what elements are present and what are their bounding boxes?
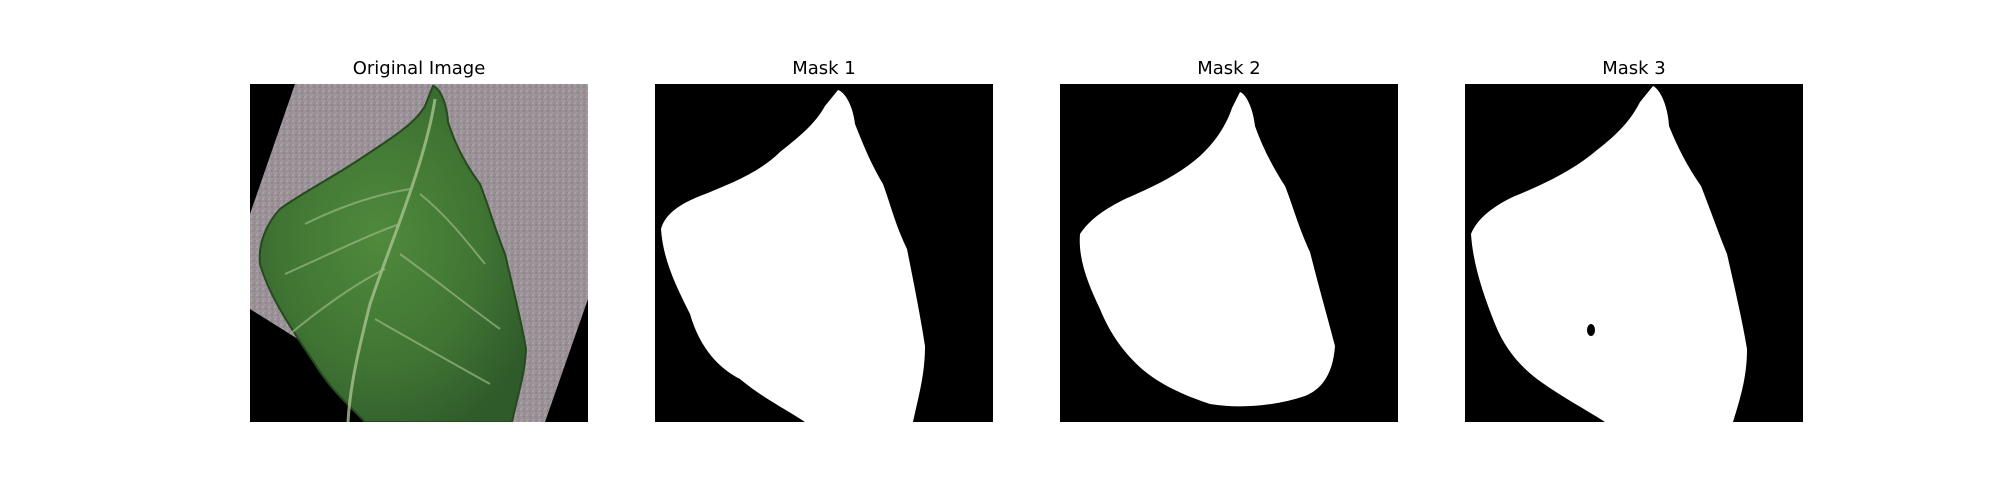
panel-title-mask-2: Mask 2 <box>1197 58 1261 79</box>
panel-title-mask-1: Mask 1 <box>792 58 856 79</box>
mask-3-shape <box>1471 86 1747 422</box>
leaf-shape <box>258 84 528 422</box>
leaf-midrib <box>346 98 437 422</box>
mask-1-image <box>655 84 993 422</box>
original-image <box>250 84 588 422</box>
mask-2-shape <box>1079 92 1335 407</box>
mask-1-panel <box>655 84 993 422</box>
original-image-panel <box>250 84 588 422</box>
mask-2-panel <box>1060 84 1398 422</box>
panel-title-original: Original Image <box>352 58 486 79</box>
mask-3-image <box>1465 84 1803 422</box>
mask-3-hole <box>1587 324 1595 336</box>
mask-2-image <box>1060 84 1398 422</box>
mask-1-shape <box>661 90 925 422</box>
mask-3-panel <box>1465 84 1803 422</box>
panel-title-mask-3: Mask 3 <box>1602 58 1666 79</box>
